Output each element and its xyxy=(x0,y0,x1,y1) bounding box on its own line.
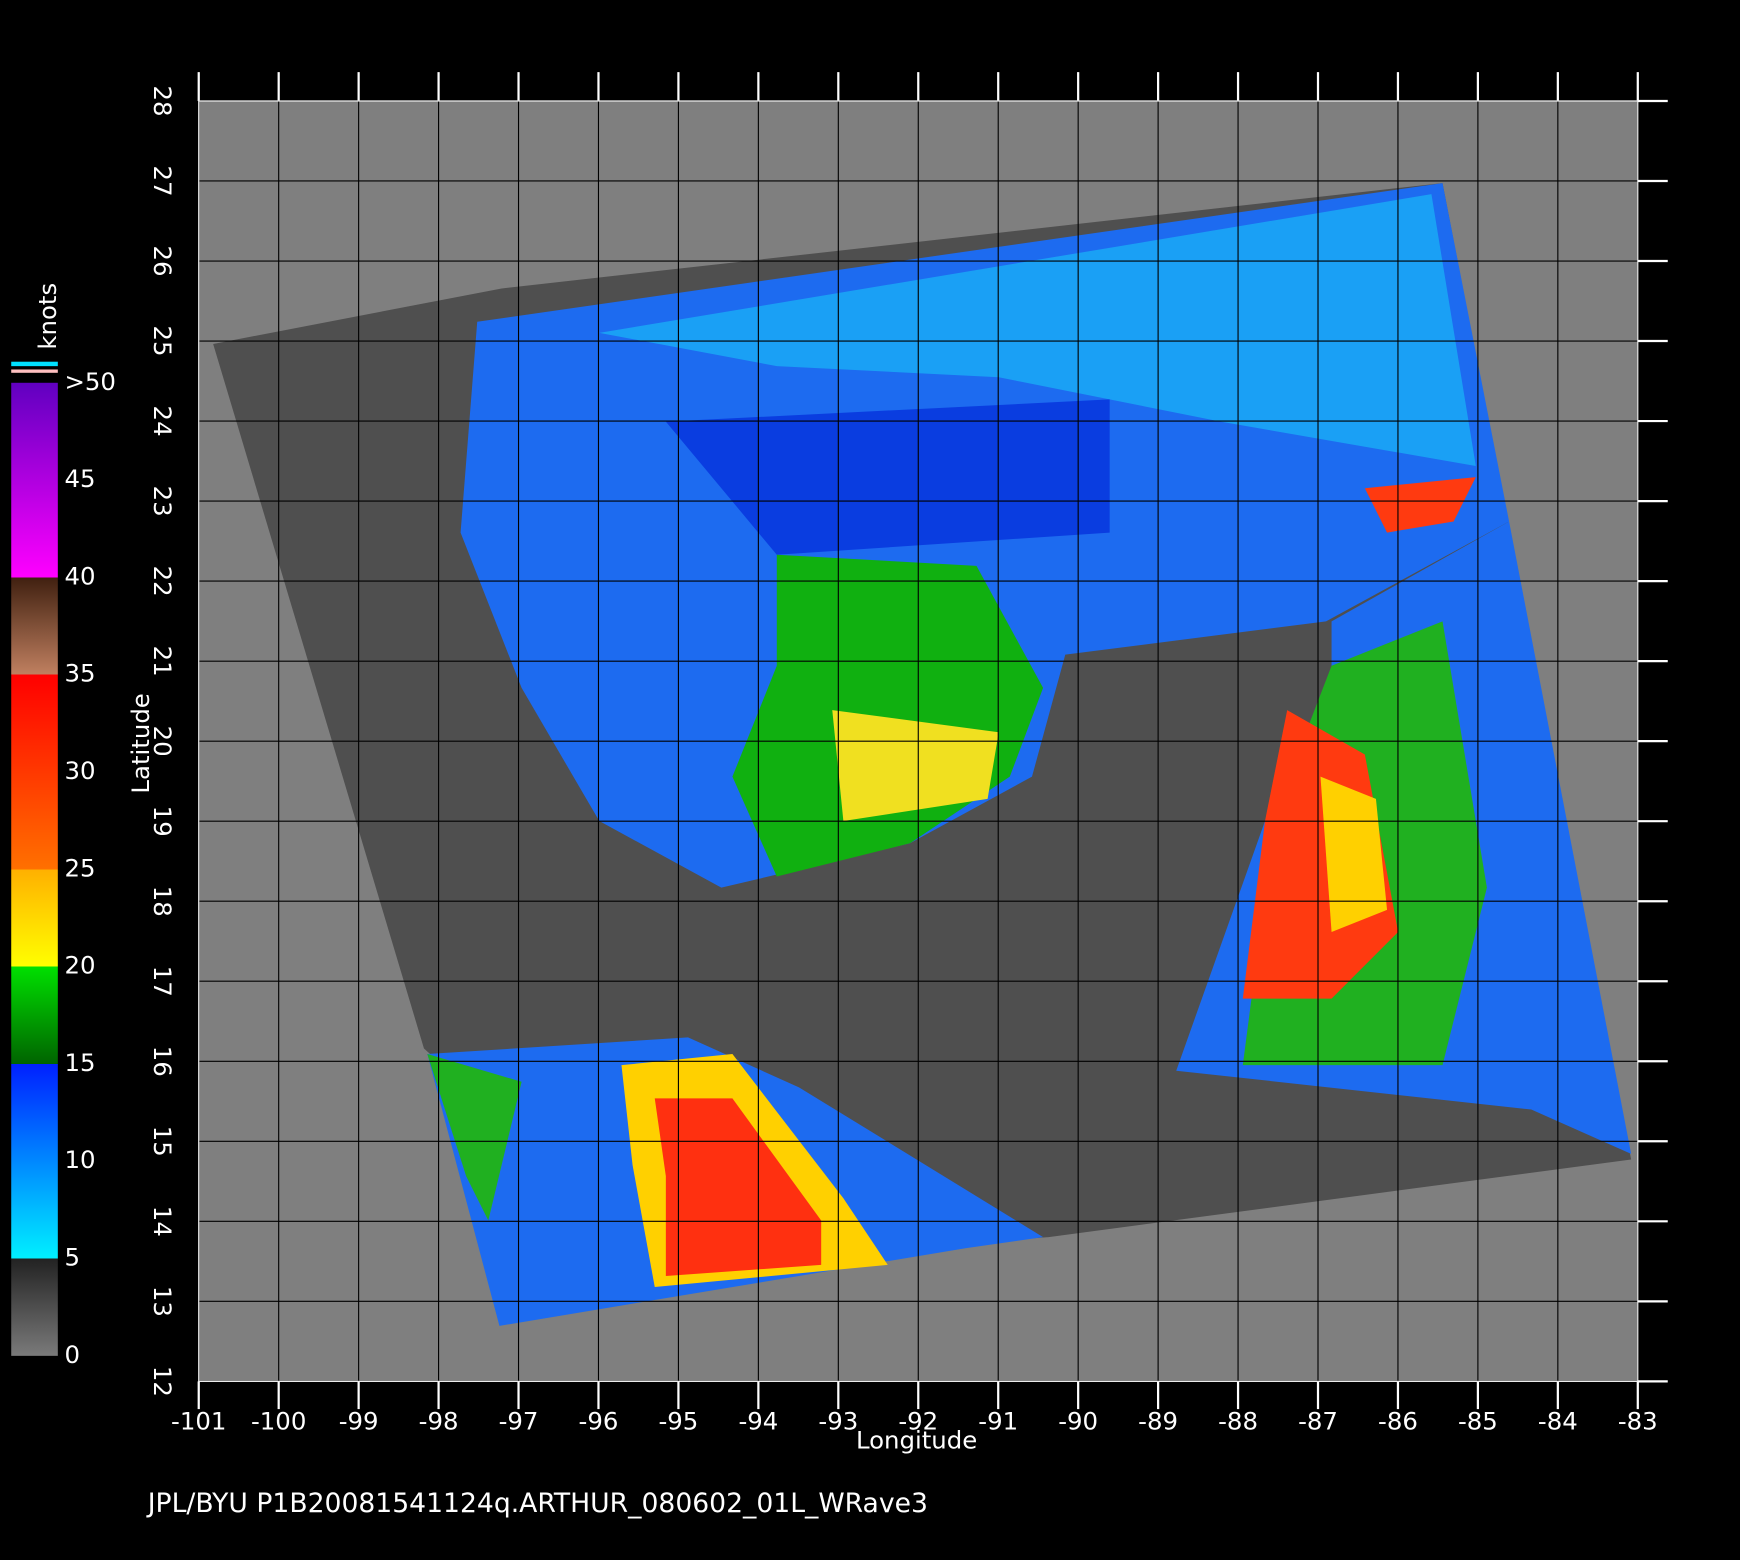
y-tick-label: 15 xyxy=(148,1126,177,1157)
x-tick-label: -96 xyxy=(579,1406,619,1435)
x-tick-label: -97 xyxy=(499,1406,539,1435)
y-tick-label: 12 xyxy=(148,1366,177,1397)
x-tick-label: -91 xyxy=(978,1406,1018,1435)
y-tick-label: 18 xyxy=(148,886,177,917)
y-tick-label: 22 xyxy=(148,566,177,597)
plot-frame xyxy=(198,100,1639,1382)
x-tick-label: -85 xyxy=(1458,1406,1498,1435)
x-tick-label: -100 xyxy=(251,1406,306,1435)
x-tick-label: -101 xyxy=(171,1406,226,1435)
x-tick-label: -95 xyxy=(658,1406,698,1435)
x-axis-label: Longitude xyxy=(856,1425,977,1454)
colorbar-cap xyxy=(11,369,58,373)
x-tick-label: -92 xyxy=(898,1406,938,1435)
y-tick-label: 14 xyxy=(148,1206,177,1237)
colorbar-tick-label: 40 xyxy=(64,561,95,590)
y-tick-label: 25 xyxy=(148,326,177,357)
x-tick-label: -86 xyxy=(1378,1406,1418,1435)
colorbar xyxy=(11,382,58,1356)
colorbar-tick-label: 35 xyxy=(64,659,95,688)
colorbar-tick-label: 0 xyxy=(64,1340,80,1369)
colorbar-tick-label: 45 xyxy=(64,464,95,493)
x-tick-label: -84 xyxy=(1538,1406,1578,1435)
y-tick-label: 20 xyxy=(148,726,177,757)
y-tick-label: 27 xyxy=(148,165,177,196)
x-tick-label: -93 xyxy=(818,1406,858,1435)
x-tick-label: -87 xyxy=(1298,1406,1338,1435)
y-tick-label: 19 xyxy=(148,806,177,837)
colorbar-cap xyxy=(11,361,58,367)
x-tick-label: -88 xyxy=(1218,1406,1258,1435)
colorbar-title: knots xyxy=(33,283,62,350)
x-tick-label: -99 xyxy=(339,1406,379,1435)
colorbar-tick-label: 5 xyxy=(64,1243,80,1272)
colorbar-tick-label: >50 xyxy=(64,367,115,396)
colorbar-tick-label: 20 xyxy=(64,951,95,980)
x-tick-label: -89 xyxy=(1138,1406,1178,1435)
colorbar-tick-label: 15 xyxy=(64,1048,95,1077)
x-tick-label: -98 xyxy=(419,1406,459,1435)
colorbar-tick-label: 25 xyxy=(64,853,95,882)
y-tick-label: 16 xyxy=(148,1046,177,1077)
y-tick-label: 21 xyxy=(148,646,177,677)
y-tick-label: 17 xyxy=(148,966,177,997)
colorbar-tick-label: 10 xyxy=(64,1145,95,1174)
x-tick-label: -90 xyxy=(1058,1406,1098,1435)
footer: JPL/BYU P1B20081541124q.ARTHUR_080602_01… xyxy=(146,1488,928,1519)
colorbar-tick-label: 30 xyxy=(64,756,95,785)
y-tick-label: 26 xyxy=(148,245,177,276)
x-tick-label: -94 xyxy=(738,1406,778,1435)
x-tick-label: -83 xyxy=(1618,1406,1658,1435)
y-tick-label: 28 xyxy=(148,85,177,116)
y-tick-label: 13 xyxy=(148,1286,177,1317)
y-tick-label: 23 xyxy=(148,486,177,517)
y-axis-label: Latitude xyxy=(126,693,155,793)
y-tick-label: 24 xyxy=(148,406,177,437)
